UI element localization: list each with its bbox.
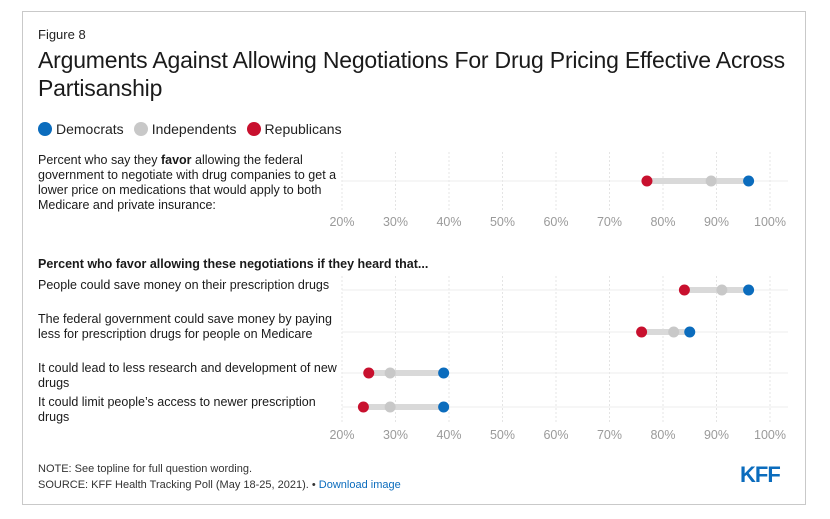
x-tick-label: 50%	[490, 215, 515, 229]
category-label: It could lead to less research and devel…	[38, 361, 337, 390]
notes: NOTE: See topline for full question word…	[38, 461, 401, 493]
note-text: NOTE: See topline for full question word…	[38, 463, 253, 475]
x-tick-label: 20%	[329, 428, 354, 442]
top-question-label: Percent who say they favor allowing the …	[38, 153, 338, 213]
plot-bottom: 20% 30% 40% 50% 60% 70% 80% 90% 100%	[329, 276, 788, 442]
legend-item-republicans: Republicans	[246, 121, 342, 137]
x-tick-label: 60%	[543, 428, 568, 442]
dot-democrats	[438, 367, 450, 379]
legend-label-republicans: Republicans	[264, 121, 342, 137]
x-tick-label: 90%	[704, 215, 729, 229]
download-image-link[interactable]: Download image	[318, 479, 401, 491]
legend-item-independents: Independents	[133, 121, 237, 137]
category-label: The federal government could save money …	[38, 312, 332, 341]
plot-top: 20% 30% 40% 50% 60% 70% 80% 90% 100%	[329, 152, 788, 229]
x-tick-label: 40%	[436, 428, 461, 442]
x-tick-label: 100%	[754, 215, 786, 229]
source-line: SOURCE: KFF Health Tracking Poll (May 18…	[38, 477, 401, 493]
section-heading: Percent who favor allowing these negotia…	[38, 257, 429, 271]
x-tick-label: 20%	[329, 215, 354, 229]
kff-logo: KFF	[740, 462, 781, 487]
dot-republicans	[641, 175, 653, 187]
x-tick-label: 80%	[650, 428, 675, 442]
dot-democrats	[684, 326, 696, 338]
dot-independents	[668, 326, 680, 338]
legend-dot-democrats	[38, 122, 52, 136]
dot-republicans	[357, 401, 369, 413]
top-question-post: allowing the federal government to negot…	[38, 153, 337, 212]
category-label: People could save money on their prescri…	[38, 278, 330, 292]
dot-independents	[705, 175, 717, 187]
figure-frame	[22, 11, 806, 505]
x-tick-label: 70%	[597, 428, 622, 442]
dot-independents	[384, 367, 396, 379]
legend-dot-independents	[133, 122, 148, 136]
dot-republicans	[636, 326, 648, 338]
legend-item-democrats: Democrats	[38, 121, 124, 137]
figure-label: Figure 8	[38, 27, 86, 42]
source-text: SOURCE: KFF Health Tracking Poll (May 18…	[38, 479, 319, 491]
legend-dot-republicans	[246, 122, 261, 136]
dot-democrats	[743, 284, 755, 296]
dot-democrats	[438, 401, 450, 413]
top-question-pre: Percent who say they	[38, 153, 161, 167]
dot-independents	[716, 284, 728, 296]
dot-independents	[384, 401, 396, 413]
x-tick-label: 30%	[383, 428, 408, 442]
legend-label-democrats: Democrats	[56, 121, 124, 137]
chart-title: Arguments Against Allowing Negotiations …	[38, 47, 785, 101]
x-tick-label: 70%	[597, 215, 622, 229]
x-tick-label: 60%	[543, 215, 568, 229]
x-tick-label: 90%	[704, 428, 729, 442]
x-tick-label: 50%	[490, 428, 515, 442]
top-question-bold: favor	[160, 153, 192, 167]
legend: Democrats Independents Republicans	[38, 121, 352, 137]
x-tick-label: 30%	[383, 215, 408, 229]
dot-democrats	[743, 175, 755, 187]
x-tick-label: 80%	[650, 215, 675, 229]
dot-republicans	[363, 367, 375, 379]
dot-republicans	[678, 284, 690, 296]
x-tick-label: 40%	[436, 215, 461, 229]
legend-label-independents: Independents	[151, 121, 237, 137]
x-tick-label: 100%	[754, 428, 786, 442]
category-label: It could limit people’s access to newer …	[38, 395, 316, 424]
